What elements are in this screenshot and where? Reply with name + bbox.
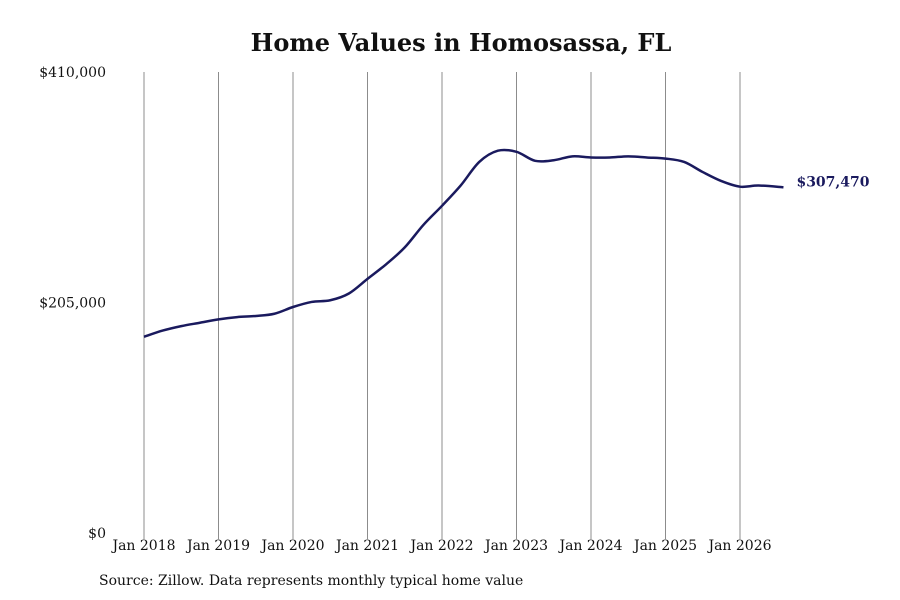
x-tick-label: Jan 2019 — [185, 538, 250, 554]
x-tick-label: Jan 2021 — [334, 538, 399, 554]
x-tick-label: Jan 2020 — [259, 538, 324, 554]
grid-lines — [143, 72, 741, 539]
y-tick-label: $410,000 — [39, 65, 106, 81]
y-tick-label: $0 — [88, 526, 106, 542]
chart-title: Home Values in Homosassa, FL — [250, 28, 672, 57]
x-tick-label: Jan 2025 — [632, 538, 697, 554]
x-axis-ticks: Jan 2018 Jan 2019 Jan 2020 Jan 2021 Jan 2022… — [110, 538, 771, 554]
x-tick-label: Jan 2024 — [557, 538, 622, 554]
latest-value-label: $307,470 — [796, 174, 869, 190]
home-value-line — [143, 148, 784, 338]
x-tick-label: Jan 2018 — [110, 538, 175, 554]
y-axis-ticks: $0 $205,000 $410,000 — [39, 65, 106, 542]
x-tick-label: Jan 2026 — [706, 538, 771, 554]
y-tick-label: $205,000 — [39, 296, 106, 312]
source-note: Source: Zillow. Data represents monthly … — [99, 573, 524, 589]
x-tick-label: Jan 2023 — [483, 538, 548, 554]
x-tick-label: Jan 2022 — [408, 538, 473, 554]
